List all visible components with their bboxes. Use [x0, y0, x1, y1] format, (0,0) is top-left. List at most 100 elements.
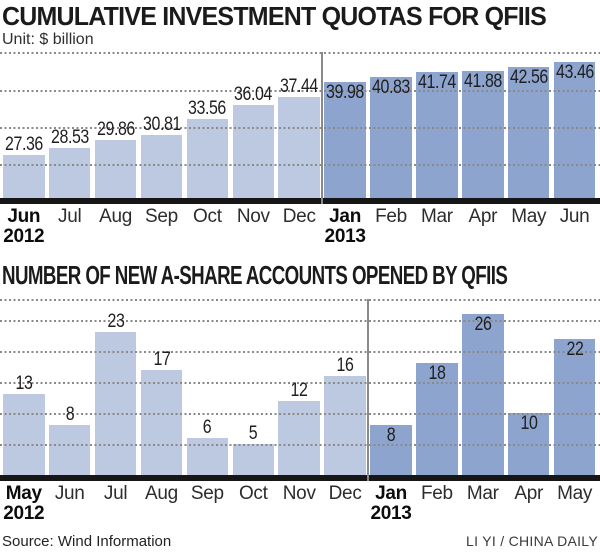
credit-label: LI YI / CHINA DAILY	[465, 533, 598, 549]
bar	[416, 71, 458, 198]
bar	[370, 76, 412, 198]
month-name: Apr	[514, 483, 544, 504]
gridline	[0, 90, 600, 92]
month-label: Nov	[230, 207, 276, 227]
month-label: Mar	[414, 207, 460, 227]
axis-baseline	[0, 198, 600, 204]
month-name: Sep	[145, 206, 178, 227]
month-label: Dec	[276, 207, 322, 227]
bar-value-label: 42.56	[509, 66, 548, 88]
year-label: 2013	[324, 226, 366, 247]
bar-value-label: 36.04	[234, 83, 273, 105]
bar-value-label: 41.88	[463, 70, 502, 92]
month-name: Nov	[282, 483, 316, 504]
gridline	[0, 444, 600, 446]
month-name: Jan	[375, 483, 407, 504]
month-label: Jun	[47, 484, 93, 504]
unit-label: Unit: $ billion	[2, 31, 94, 48]
bar-value-label: 27.36	[4, 133, 43, 155]
month-label: May 2012	[1, 484, 47, 524]
month-axis: Jun 2012 Jul Aug Sep Oct Nov Dec Jan 2013 Feb Mar Ap…	[0, 207, 600, 249]
month-label: Oct	[230, 484, 276, 504]
month-name: Jun	[54, 483, 85, 504]
month-label: Jan 2013	[322, 207, 368, 247]
month-label: Jun	[552, 207, 598, 227]
bar-value-label: 33.56	[188, 98, 227, 119]
bar	[462, 70, 504, 198]
chart-top-rule	[0, 52, 600, 54]
chart-title: NUMBER OF NEW A-SHARE ACCOUNTS OPENED BY…	[2, 260, 508, 290]
bar	[3, 154, 45, 198]
month-label: Jan 2013	[368, 484, 414, 524]
bar	[94, 332, 137, 475]
month-name: Oct	[193, 206, 222, 227]
bar-value-label: 40.83	[372, 76, 410, 98]
bar	[94, 140, 137, 198]
month-label: Nov	[276, 484, 322, 504]
month-label: Mar	[460, 484, 506, 504]
month-name: Sep	[190, 483, 224, 504]
month-label: Dec	[322, 484, 368, 504]
bar	[140, 134, 183, 198]
bar-value-label: 18	[428, 363, 446, 385]
bar	[232, 104, 275, 198]
bar-value-label: 16	[336, 354, 354, 376]
gridline	[0, 382, 600, 384]
bar-value-label: 39.98	[326, 81, 365, 103]
month-label: Oct	[184, 207, 230, 227]
month-name: May	[511, 206, 547, 227]
month-label: Jun 2012	[1, 207, 47, 247]
month-label: Jul	[47, 207, 93, 227]
bar	[553, 61, 596, 198]
bar-value-label: 43.46	[555, 61, 594, 83]
month-name: Nov	[236, 206, 270, 227]
month-axis: May 2012 Jun Jul Aug Sep Oct Nov Dec Jan 2013 Feb Ma…	[0, 484, 600, 526]
month-label: Apr	[506, 484, 552, 504]
chart-title: CUMULATIVE INVESTMENT QUOTAS FOR QFIIS	[2, 1, 547, 31]
month-name: Aug	[145, 483, 178, 504]
gridline	[0, 320, 600, 322]
year-label: 2013	[370, 503, 412, 524]
bar-value-label: 22	[566, 338, 584, 360]
month-label: Feb	[368, 207, 414, 227]
gridline	[0, 413, 600, 415]
bar	[48, 148, 91, 198]
month-name: Dec	[282, 206, 316, 227]
year-label: 2012	[3, 226, 45, 247]
bar-value-label: 5	[249, 423, 258, 444]
month-name: Oct	[238, 483, 268, 504]
month-name: Jul	[58, 206, 82, 227]
month-label: Aug	[139, 484, 185, 504]
month-name: Apr	[468, 206, 498, 227]
bar	[3, 394, 45, 475]
month-label: May	[506, 207, 552, 227]
bar-value-label: 26	[474, 313, 492, 335]
bar	[140, 369, 183, 475]
month-name: May	[557, 483, 593, 504]
bar	[278, 96, 320, 198]
year-divider	[367, 299, 369, 481]
bar-value-label: 12	[290, 379, 308, 401]
bar-value-label: 8	[65, 404, 74, 426]
month-label: Feb	[414, 484, 460, 504]
bar	[553, 338, 596, 475]
bar-value-label: 23	[107, 311, 125, 333]
bar-value-label: 28.53	[50, 127, 89, 149]
bar	[48, 425, 91, 475]
month-label: Apr	[460, 207, 506, 227]
bar-value-label: 37.44	[280, 75, 319, 97]
month-label: May	[552, 484, 598, 504]
plot-area: 13 8 23 17 6 5 12 16 8 18 26 10 22	[0, 299, 600, 481]
month-name: Aug	[99, 206, 133, 227]
bar-value-label: 17	[153, 348, 170, 370]
month-name: Mar	[466, 483, 499, 504]
month-name: Dec	[328, 483, 362, 504]
bar	[462, 313, 504, 475]
month-label: Sep	[184, 484, 230, 504]
bar	[507, 66, 550, 198]
bar-value-label: 30.81	[142, 113, 181, 135]
month-label: Jul	[93, 484, 139, 504]
bar-value-label: 6	[203, 416, 212, 438]
bar	[324, 81, 366, 198]
